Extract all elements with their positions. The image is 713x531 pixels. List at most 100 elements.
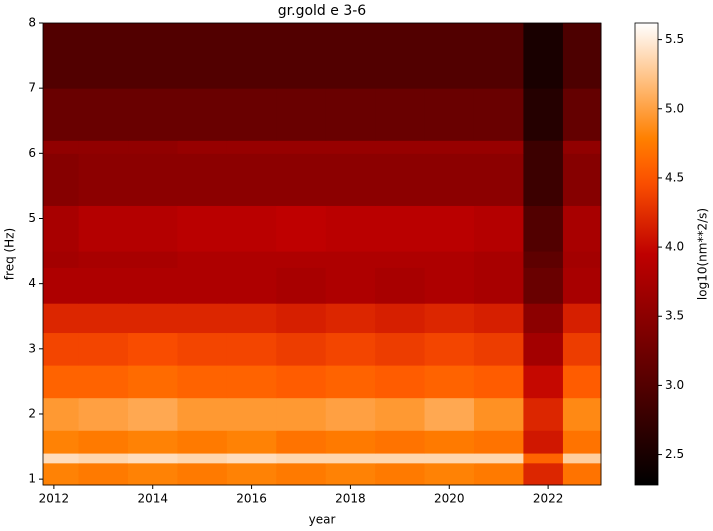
heatmap-cell (177, 462, 228, 486)
heatmap-cell (78, 23, 129, 89)
heatmap-cell (424, 430, 475, 454)
y-tick-label: 8 (28, 16, 36, 30)
heatmap-cell (128, 267, 178, 304)
heatmap-cell (473, 140, 524, 154)
heatmap-cell (473, 453, 524, 464)
heatmap-cell (523, 23, 564, 89)
heatmap-cell (276, 88, 327, 141)
x-tick-label: 2018 (335, 492, 366, 506)
heatmap-cell (562, 251, 602, 268)
heatmap-cell (375, 303, 426, 334)
heatmap-cell (43, 397, 80, 431)
heatmap-cell (325, 251, 376, 268)
heatmap-cell (43, 303, 80, 334)
heatmap-cell (226, 332, 277, 366)
heatmap-cell (177, 453, 228, 464)
heatmap-cell (424, 88, 475, 141)
heatmap-cell (325, 365, 376, 399)
heatmap-cell (43, 23, 80, 89)
y-tick-label: 2 (28, 406, 36, 420)
y-tick-label: 3 (28, 341, 36, 355)
heatmap-cell (375, 205, 426, 252)
heatmap-cell (473, 267, 524, 304)
heatmap-cell (424, 267, 475, 304)
heatmap-cell (78, 365, 129, 399)
heatmap-cell (78, 205, 129, 252)
heatmap-cell (276, 303, 327, 334)
heatmap-cell (325, 462, 376, 486)
heatmap-cell (128, 205, 178, 252)
heatmap-cell (43, 365, 80, 399)
heatmap-cell (424, 397, 475, 431)
plot-frame (42, 22, 602, 486)
heatmap-cell (424, 140, 475, 154)
heatmap-cell (375, 88, 426, 141)
x-tick-label: 2022 (533, 492, 564, 506)
heatmap-cell (562, 453, 602, 464)
heatmap-cell (226, 397, 277, 431)
heatmap-cell (276, 453, 327, 464)
heatmap-cell (177, 267, 228, 304)
heatmap-cell (78, 88, 129, 141)
heatmap-cell (473, 205, 524, 252)
heatmap-cell (276, 462, 327, 486)
heatmap-cell (473, 251, 524, 268)
heatmap-cell (78, 153, 129, 206)
heatmap-cell (78, 453, 129, 464)
heatmap-cell (424, 453, 475, 464)
heatmap-cell (523, 205, 564, 252)
colorbar-tick-label: 5.5 (665, 32, 684, 46)
heatmap-cell (226, 140, 277, 154)
heatmap-cell (43, 332, 80, 366)
heatmap-cell (562, 332, 602, 366)
heatmap-cell (473, 332, 524, 366)
heatmap-cell (226, 88, 277, 141)
heatmap-cell (177, 303, 228, 334)
heatmap-cell (226, 205, 277, 252)
colorbar-tick-label: 3.5 (665, 309, 684, 323)
y-tick-label: 5 (28, 211, 36, 225)
heatmap-cell (523, 430, 564, 454)
heatmap-cell (226, 23, 277, 89)
y-tick-label: 7 (28, 81, 36, 95)
heatmap-cell (473, 462, 524, 486)
heatmap-cell (325, 205, 376, 252)
heatmap-cell (128, 365, 178, 399)
heatmap-cell (226, 267, 277, 304)
colorbar-tick-label: 5.0 (665, 101, 684, 115)
heatmap-cell (177, 332, 228, 366)
heatmap-cell (128, 23, 178, 89)
heatmap-cell (424, 153, 475, 206)
heatmap-cell (177, 140, 228, 154)
chart-title: gr.gold e 3-6 (278, 3, 367, 19)
heatmap-cell (375, 365, 426, 399)
heatmap-cell (43, 88, 80, 141)
heatmap-cell (375, 251, 426, 268)
heatmap-cell (128, 140, 178, 154)
heatmap-cell (325, 23, 376, 89)
colorbar-tick-label: 2.5 (665, 447, 684, 461)
heatmap-cell (523, 397, 564, 431)
heatmap-cell (523, 140, 564, 154)
heatmap-cell (523, 88, 564, 141)
x-tick-label: 2016 (236, 492, 267, 506)
heatmap-cell (128, 332, 178, 366)
heatmap-cell (375, 153, 426, 206)
heatmap-cell (562, 430, 602, 454)
heatmap-cell (43, 140, 80, 154)
heatmap-cell (226, 365, 277, 399)
heatmap-cell (375, 267, 426, 304)
heatmap-cell (523, 303, 564, 334)
y-tick-label: 6 (28, 146, 36, 160)
heatmap-cell (78, 303, 129, 334)
heatmap-cell (424, 23, 475, 89)
heatmap-cell (523, 251, 564, 268)
colorbar (634, 22, 659, 486)
heatmap-cell (424, 205, 475, 252)
heatmap-cell (226, 430, 277, 454)
heatmap-cell (177, 23, 228, 89)
heatmap-cell (523, 462, 564, 486)
x-tick-label: 2012 (39, 492, 70, 506)
x-tick-label: 2014 (137, 492, 168, 506)
